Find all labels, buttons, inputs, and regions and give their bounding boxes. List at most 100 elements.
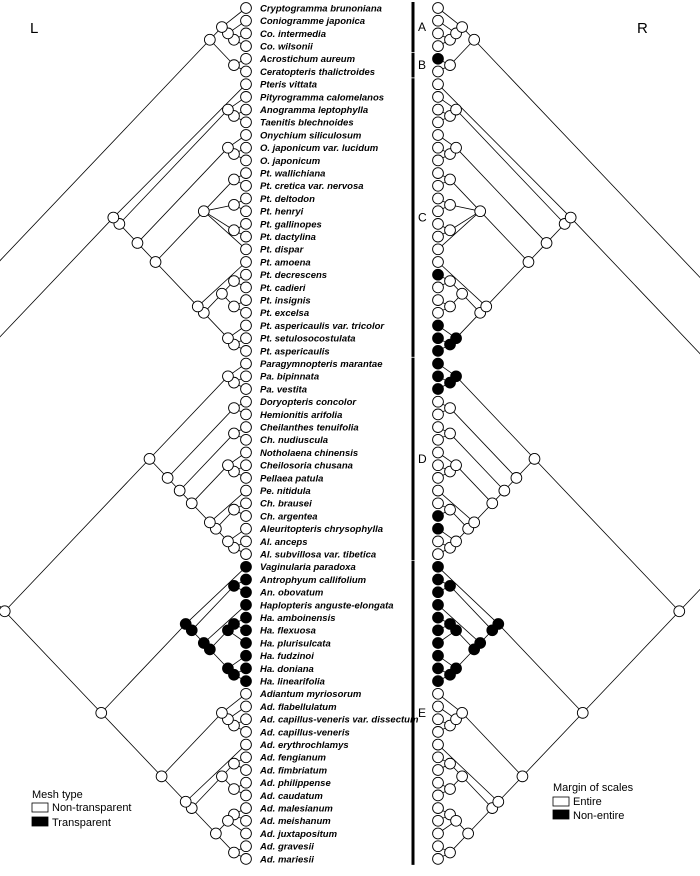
left-branch — [100, 712, 162, 777]
taxon-label: Pt. aspericaulis var. tricolor — [260, 321, 385, 332]
right-tip-state — [432, 91, 444, 103]
legend-transparent-swatch — [31, 816, 49, 827]
left-node-state — [222, 332, 234, 345]
right-tip-state — [432, 675, 444, 687]
right-branch — [479, 210, 529, 263]
legend-entire-label: Entire — [573, 796, 602, 808]
left-node-state — [228, 503, 240, 516]
right-node-state — [444, 579, 456, 592]
left-tip-state — [240, 205, 252, 218]
right-node-state — [492, 795, 505, 808]
right-tip-state — [432, 2, 444, 14]
left-tip-state — [240, 421, 252, 433]
left-tip-state — [240, 484, 252, 497]
right-tip-state — [432, 637, 444, 649]
left-tip-state — [240, 357, 252, 370]
taxon-label: Cheilanthes tenuifolia — [260, 423, 359, 434]
left-tip-state — [240, 535, 252, 548]
left-branch — [191, 464, 229, 504]
left-tip-state — [240, 560, 252, 573]
left-branch — [203, 604, 247, 644]
left-tip-state — [240, 281, 252, 294]
right-side-label: R — [637, 20, 648, 37]
right-tip-state — [432, 560, 444, 573]
left-branch — [119, 109, 229, 225]
legend-non-transparent-label: Non-transparent — [52, 802, 132, 814]
left-tip-state — [240, 637, 252, 649]
taxon-label: Vaginularia paradoxa — [260, 562, 356, 573]
taxon-label: Ceratopteris thalictroides — [260, 67, 375, 78]
left-tip-state — [240, 103, 252, 116]
taxon-label: Pt. decrescens — [260, 270, 327, 281]
left-tip-state — [240, 853, 252, 865]
left-tip-state — [240, 192, 252, 205]
right-tip-state — [432, 357, 444, 370]
left-tip-state — [240, 840, 252, 853]
right-tip-state — [432, 395, 444, 408]
clade-letter: B — [418, 58, 426, 72]
right-tip-state — [432, 472, 444, 484]
left-branch — [197, 261, 247, 307]
left-node-state — [197, 205, 210, 218]
right-branch — [522, 712, 584, 777]
right-node-state — [480, 300, 493, 313]
left-side-label: L — [30, 20, 38, 37]
clade-bars: A B C D E — [411, 2, 427, 865]
right-node-state — [456, 706, 468, 719]
right-branch — [455, 147, 547, 244]
left-node-state — [228, 300, 240, 313]
right-branch — [437, 210, 481, 250]
right-tip-state — [432, 103, 444, 116]
right-tip-state — [432, 853, 444, 865]
left-tip-state — [240, 52, 252, 65]
taxon-label: Pt. cretica var. nervosa — [260, 181, 364, 192]
right-branch — [449, 179, 481, 212]
left-tip-state — [240, 78, 252, 91]
right-branch — [570, 217, 700, 355]
left-tree-nodes — [0, 2, 252, 865]
right-tip-state — [432, 78, 444, 91]
right-tip-state — [432, 116, 444, 129]
left-tip-state — [240, 522, 252, 535]
right-tip-state — [432, 129, 444, 141]
left-tip-state — [240, 116, 252, 129]
left-node-state — [228, 427, 240, 440]
right-tip-state — [432, 522, 444, 535]
legend-mesh-type-title: Mesh type — [32, 789, 83, 801]
left-tip-state — [240, 306, 252, 319]
right-tip-state — [432, 230, 444, 243]
left-node-state — [95, 706, 108, 719]
left-tip-state — [240, 649, 252, 662]
legend-mesh-type: Mesh type Non-transparent Transparent — [31, 789, 132, 829]
left-branch — [155, 261, 199, 307]
left-tip-state — [240, 738, 252, 751]
right-tip-state — [432, 662, 444, 675]
taxon-label: Pityrogramma calomelanos — [260, 92, 384, 103]
clade-letter: C — [418, 211, 427, 225]
taxon-label: O. japonicum var. lucidum — [260, 143, 379, 154]
taxon-label: Pt. insignis — [260, 296, 311, 307]
taxon-label: Ch. argentea — [260, 511, 318, 522]
right-tip-state — [432, 205, 444, 218]
right-tip-state — [432, 700, 444, 713]
taxon-labels: Cryptogramma brunoniana Coniogramme japon… — [259, 3, 419, 865]
right-tip-state — [432, 713, 444, 726]
left-tip-state — [240, 510, 252, 522]
left-node-state — [173, 484, 186, 497]
right-branch — [437, 604, 481, 644]
left-tip-state — [240, 65, 252, 78]
right-node-state — [456, 770, 468, 783]
taxon-label: An. obovatum — [259, 588, 324, 599]
left-tip-state — [240, 141, 252, 154]
right-node-state — [468, 33, 481, 46]
left-node-state — [161, 472, 174, 484]
left-tip-state — [240, 179, 252, 192]
left-node-state — [222, 814, 234, 827]
taxon-label: Pt. cadieri — [260, 283, 306, 294]
right-tip-state — [432, 484, 444, 497]
left-branch — [0, 39, 211, 262]
right-tree-branches — [437, 7, 700, 860]
right-node-state — [510, 472, 523, 484]
taxon-label: Ha. plurisulcata — [260, 638, 331, 649]
right-node-state — [456, 21, 468, 33]
